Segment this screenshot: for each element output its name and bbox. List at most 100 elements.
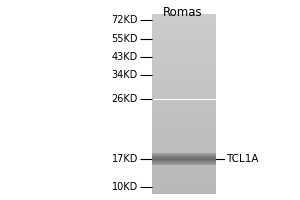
Bar [152, 137, 216, 138]
Bar [152, 94, 216, 95]
Bar [152, 38, 216, 39]
Bar [152, 119, 216, 120]
Bar [152, 145, 216, 146]
Bar [152, 130, 216, 131]
Bar [152, 46, 216, 47]
Bar [152, 142, 216, 143]
Bar [152, 62, 216, 63]
Bar [152, 52, 216, 53]
Bar [152, 147, 216, 148]
Text: 72KD: 72KD [112, 15, 138, 25]
Bar [152, 150, 216, 151]
Bar [152, 47, 216, 48]
Bar [152, 71, 216, 72]
Bar [152, 68, 216, 69]
Bar [152, 83, 216, 84]
Bar [152, 153, 216, 154]
Bar [152, 109, 216, 110]
Bar [152, 49, 216, 50]
Bar [152, 131, 216, 132]
Bar [152, 187, 216, 188]
Bar [152, 160, 216, 161]
Bar [152, 118, 216, 119]
Bar [152, 115, 216, 116]
Text: 55KD: 55KD [112, 34, 138, 44]
Bar [152, 27, 216, 28]
Bar [152, 79, 216, 80]
Bar [152, 82, 216, 83]
Bar [152, 135, 216, 136]
Bar [152, 162, 216, 163]
Bar [152, 155, 216, 156]
Bar [152, 180, 216, 181]
Bar [152, 136, 216, 137]
Bar [152, 117, 216, 118]
Bar [152, 45, 216, 46]
Bar [152, 173, 216, 174]
Bar [152, 120, 216, 121]
Bar [152, 143, 216, 144]
Bar [152, 129, 216, 130]
Bar [152, 87, 216, 88]
Bar [152, 163, 216, 164]
Bar [152, 156, 216, 157]
Bar [152, 181, 216, 182]
Bar [152, 31, 216, 32]
Bar [152, 184, 216, 185]
Bar [152, 42, 216, 43]
Bar [152, 112, 216, 113]
Bar [152, 44, 216, 45]
Bar [152, 51, 216, 52]
Bar [152, 114, 216, 115]
Bar [152, 192, 216, 193]
Bar [152, 105, 216, 106]
Bar [152, 101, 216, 102]
Bar [152, 175, 216, 176]
Bar [152, 134, 216, 135]
Text: 26KD: 26KD [112, 94, 138, 104]
Bar [152, 56, 216, 57]
Bar [152, 86, 216, 87]
Bar [152, 113, 216, 114]
Bar [152, 157, 216, 158]
Bar [152, 167, 216, 168]
Bar [152, 18, 216, 19]
Bar [152, 193, 216, 194]
Bar [152, 177, 216, 178]
Bar [152, 59, 216, 60]
Bar [152, 60, 216, 61]
Bar [152, 69, 216, 70]
Bar [152, 96, 216, 97]
Bar [152, 23, 216, 24]
Bar [152, 123, 216, 124]
Text: 43KD: 43KD [112, 52, 138, 62]
Bar [152, 67, 216, 68]
Bar [152, 37, 216, 38]
Bar [152, 54, 216, 55]
Bar [152, 176, 216, 177]
Text: 34KD: 34KD [112, 70, 138, 80]
Bar [152, 85, 216, 86]
Bar [152, 81, 216, 82]
Bar [152, 149, 216, 150]
Bar [152, 170, 216, 171]
Bar [152, 53, 216, 54]
Bar [152, 151, 216, 152]
Bar [152, 174, 216, 175]
Bar [152, 15, 216, 16]
Bar [152, 126, 216, 127]
Bar [152, 26, 216, 27]
Bar [152, 63, 216, 64]
Bar [152, 188, 216, 189]
Bar [152, 91, 216, 92]
Bar [152, 32, 216, 33]
Bar [152, 92, 216, 93]
Bar [152, 148, 216, 149]
Bar [152, 189, 216, 190]
Bar [152, 41, 216, 42]
Bar [152, 111, 216, 112]
Bar [152, 74, 216, 75]
Bar [152, 39, 216, 40]
Bar [152, 64, 216, 65]
Bar [152, 65, 216, 66]
